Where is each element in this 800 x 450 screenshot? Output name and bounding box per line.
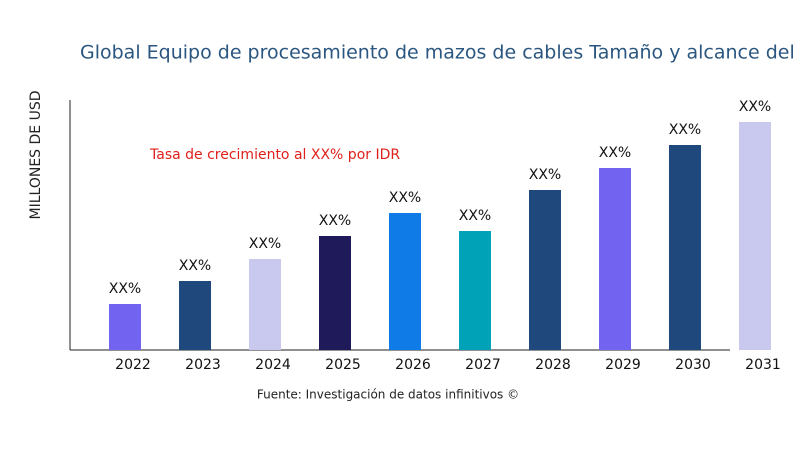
- x-tick-label: 2027: [465, 357, 501, 373]
- data-label: XX%: [529, 167, 561, 183]
- x-tick-label: 2024: [255, 357, 291, 373]
- bar: [109, 304, 141, 350]
- x-tick-label: 2029: [605, 357, 641, 373]
- data-label: XX%: [459, 208, 491, 224]
- source: Fuente: Investigación de datos infinitiv…: [257, 388, 519, 402]
- data-label: XX%: [179, 258, 211, 274]
- data-label: XX%: [109, 281, 141, 297]
- x-tick-label: 2028: [535, 357, 571, 373]
- annotation: Tasa de crecimiento al XX% por IDR: [149, 147, 400, 163]
- x-tick-label: 2025: [325, 357, 361, 373]
- bar: [529, 190, 561, 350]
- bar: [599, 168, 631, 350]
- x-tick-label: 2022: [115, 357, 151, 373]
- x-tick-label: 2026: [395, 357, 431, 373]
- bar: [459, 231, 491, 350]
- x-tick-label: 2023: [185, 357, 221, 373]
- bar: [739, 122, 771, 350]
- data-label: XX%: [389, 190, 421, 206]
- data-label: XX%: [739, 99, 771, 115]
- bar: [249, 259, 281, 350]
- bar: [179, 281, 211, 350]
- data-label: XX%: [249, 236, 281, 252]
- data-label: XX%: [669, 122, 701, 138]
- data-label: XX%: [319, 213, 351, 229]
- data-label: XX%: [599, 145, 631, 161]
- chart-title: Global Equipo de procesamiento de mazos …: [80, 42, 800, 64]
- y-axis-label: MILLONES DE USD: [28, 91, 44, 220]
- x-tick-label: 2031: [745, 357, 781, 373]
- bar: [389, 213, 421, 350]
- bar: [669, 145, 701, 350]
- bar: [319, 236, 351, 350]
- x-tick-label: 2030: [675, 357, 711, 373]
